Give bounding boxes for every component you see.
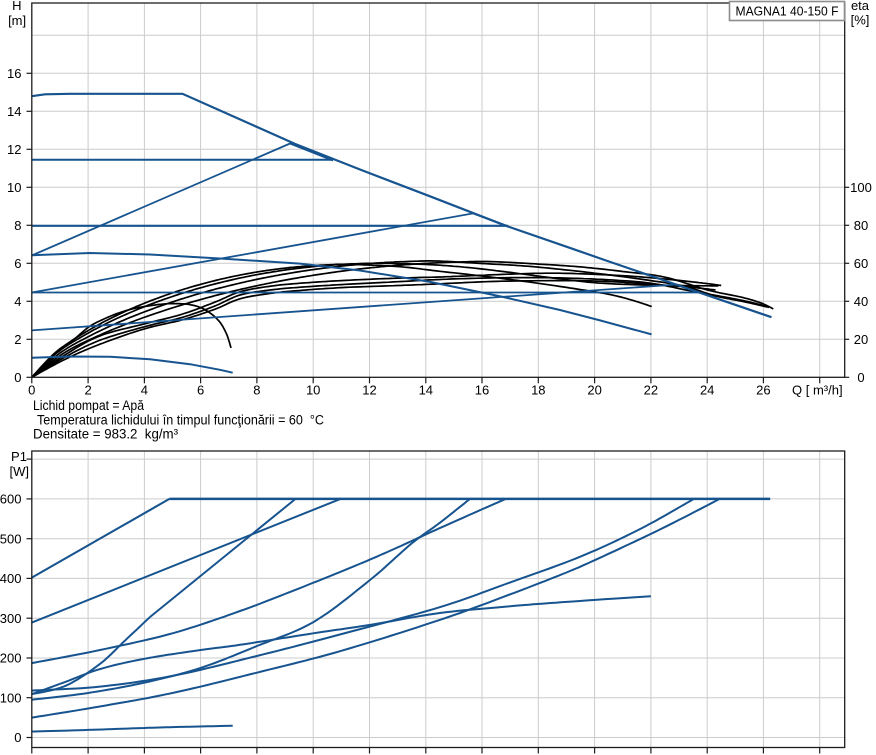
svg-text:16: 16 [7, 66, 21, 81]
svg-text:500: 500 [0, 531, 22, 546]
svg-text:24: 24 [700, 383, 714, 398]
svg-text:0: 0 [857, 370, 864, 385]
svg-text:[%]: [%] [851, 13, 870, 28]
svg-text:400: 400 [0, 571, 22, 586]
svg-text:6: 6 [197, 383, 204, 398]
svg-text:12: 12 [362, 383, 376, 398]
svg-text:10: 10 [306, 383, 320, 398]
svg-text:60: 60 [854, 256, 868, 271]
svg-text:200: 200 [0, 651, 22, 666]
svg-text:4: 4 [141, 383, 148, 398]
svg-text:14: 14 [419, 383, 433, 398]
svg-text:P1: P1 [11, 449, 27, 464]
svg-text:6: 6 [14, 256, 21, 271]
svg-text:80: 80 [854, 218, 868, 233]
svg-text:100: 100 [0, 690, 22, 705]
svg-text:0: 0 [14, 730, 21, 745]
svg-text:10: 10 [7, 180, 21, 195]
svg-text:[W]: [W] [10, 464, 30, 479]
svg-text:600: 600 [0, 492, 22, 507]
svg-text:4: 4 [14, 294, 21, 309]
svg-text:22: 22 [644, 383, 658, 398]
svg-text:14: 14 [7, 104, 21, 119]
svg-text:20: 20 [587, 383, 601, 398]
svg-text:H: H [12, 0, 21, 13]
svg-text:eta: eta [851, 0, 870, 13]
svg-text:300: 300 [0, 611, 22, 626]
svg-text:0: 0 [14, 370, 21, 385]
svg-text:2: 2 [84, 383, 91, 398]
svg-text:26: 26 [756, 383, 770, 398]
svg-text:0: 0 [28, 383, 35, 398]
svg-text:12: 12 [7, 142, 21, 157]
svg-text:Q [ m³/h]: Q [ m³/h] [792, 383, 843, 398]
svg-text:Lichid pompat = Apă: Lichid pompat = Apă [33, 398, 145, 413]
svg-text:8: 8 [253, 383, 260, 398]
svg-text:[m]: [m] [8, 13, 26, 28]
svg-text:18: 18 [531, 383, 545, 398]
svg-text:16: 16 [475, 383, 489, 398]
svg-text:Temperatura lichidului în timp: Temperatura lichidului în timpul funcţio… [37, 412, 324, 427]
svg-text:Densitate = 983.2 kg/m³: Densitate = 983.2 kg/m³ [33, 427, 179, 442]
svg-text:20: 20 [854, 332, 868, 347]
svg-text:8: 8 [14, 218, 21, 233]
svg-text:40: 40 [854, 294, 868, 309]
svg-text:100: 100 [850, 180, 872, 195]
svg-text:MAGNA1 40-150 F: MAGNA1 40-150 F [736, 4, 839, 19]
svg-text:2: 2 [14, 332, 21, 347]
